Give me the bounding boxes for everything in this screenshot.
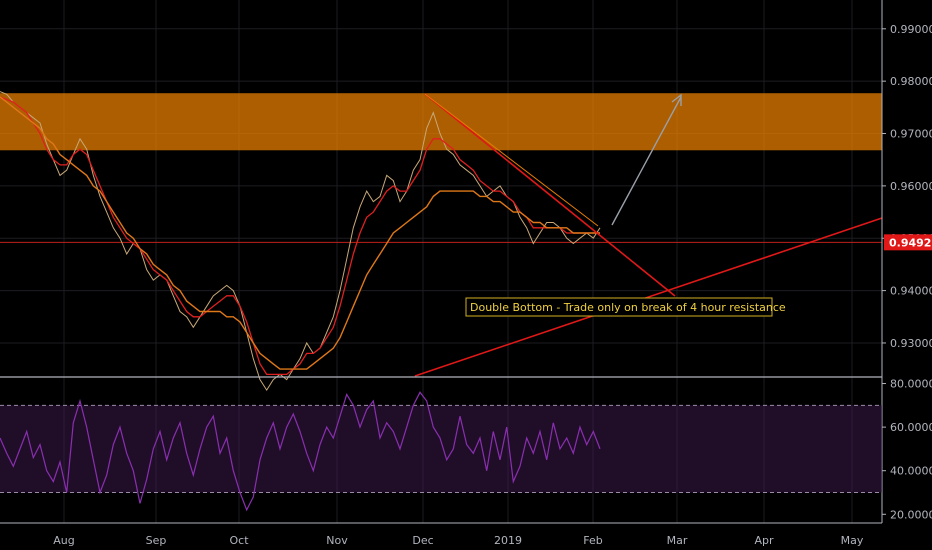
price-tick-label: 0.99000 (890, 23, 932, 36)
time-axis: Aug Sep Oct Nov Dec 2019 Feb Mar Apr May (53, 534, 864, 547)
x-tick-label: May (841, 534, 864, 547)
svg-text:0.94922: 0.94922 (889, 236, 932, 249)
x-tick-label: Nov (326, 534, 348, 547)
resistance-zone[interactable] (0, 93, 882, 151)
oscillator-axis: 80.0000 60.0000 40.0000 20.0000 (882, 378, 932, 521)
annotation-box[interactable]: Double Bottom - Trade only on break of 4… (465, 297, 786, 317)
osc-tick-label: 20.0000 (890, 508, 932, 521)
ascending-trendline[interactable] (414, 217, 883, 377)
price-series-1 (0, 91, 601, 392)
x-tick-label: Aug (53, 534, 74, 547)
price-series-3 (0, 96, 600, 370)
price-tick-label: 0.97000 (890, 128, 932, 141)
x-tick-label: 2019 (494, 534, 522, 547)
x-tick-label: Mar (667, 534, 688, 547)
x-tick-label: Dec (412, 534, 433, 547)
price-tick-label: 0.93000 (890, 337, 932, 350)
price-series-layer (0, 91, 601, 392)
grid (0, 0, 882, 523)
osc-tick-label: 80.0000 (890, 378, 932, 391)
price-tick-label: 0.98000 (890, 75, 932, 88)
price-tick-label: 0.94000 (890, 285, 932, 298)
x-tick-label: Oct (229, 534, 249, 547)
annotation-text: Double Bottom - Trade only on break of 4… (470, 301, 786, 314)
oscillator-line (0, 391, 601, 512)
current-price-label: 0.94922 (884, 234, 932, 251)
x-tick-label: Feb (583, 534, 602, 547)
oscillator-band (0, 405, 882, 493)
osc-tick-label: 60.0000 (890, 421, 932, 434)
target-arrow[interactable] (611, 93, 682, 226)
descending-trendline[interactable] (424, 93, 676, 297)
price-tick-label: 0.96000 (890, 180, 932, 193)
x-tick-label: Sep (146, 534, 167, 547)
osc-tick-label: 40.0000 (890, 465, 932, 478)
descending-trendline-upper[interactable] (424, 93, 599, 227)
x-tick-label: Apr (754, 534, 774, 547)
price-series-2 (0, 96, 600, 376)
